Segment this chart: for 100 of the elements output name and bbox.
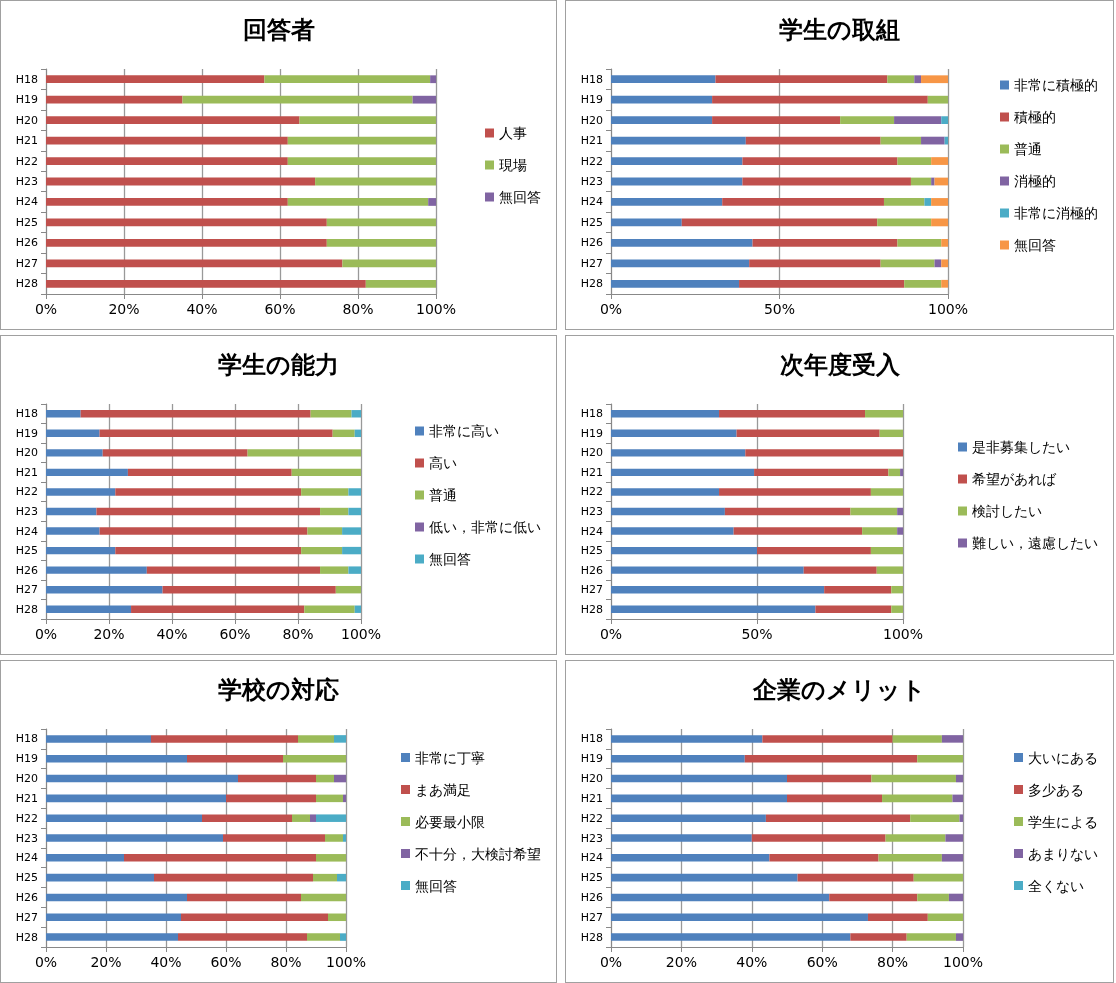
bar — [96, 507, 321, 516]
y-tick-label: H22 — [580, 811, 603, 825]
bar — [348, 488, 361, 496]
y-tick-label: H19 — [15, 752, 38, 766]
x-tick-label: 50% — [763, 301, 796, 317]
y-tick-label: H21 — [580, 134, 603, 148]
bar — [343, 834, 346, 842]
y-tick-label: H26 — [580, 563, 603, 577]
y-tick-label: H28 — [580, 930, 603, 944]
bar — [326, 238, 436, 247]
bar — [722, 198, 884, 206]
y-tick-label: H27 — [15, 583, 38, 597]
y-tick-label: H27 — [580, 256, 603, 270]
bar — [927, 95, 948, 104]
bar — [313, 873, 337, 882]
bar — [334, 774, 346, 783]
bar — [744, 754, 918, 763]
bar — [769, 854, 879, 862]
bar — [301, 546, 343, 555]
y-tick-label: H19 — [15, 426, 38, 440]
bar — [46, 488, 116, 496]
bar — [80, 410, 311, 418]
bar — [287, 157, 436, 165]
legend-label: 検討したい — [972, 503, 1042, 519]
y-tick-label: H18 — [580, 732, 603, 746]
bar — [897, 157, 932, 165]
bar — [892, 735, 942, 743]
x-tick-label: 80% — [282, 626, 314, 642]
bar — [46, 854, 124, 862]
bar — [187, 754, 283, 763]
y-tick-label: H20 — [15, 446, 38, 460]
bar — [941, 279, 948, 288]
x-tick-label: 0% — [34, 626, 58, 642]
x-tick-label: 40% — [150, 954, 182, 970]
x-tick-label: 60% — [210, 954, 242, 970]
x-tick-label: 40% — [156, 626, 188, 642]
x-tick-label: 100% — [340, 626, 382, 642]
bar — [348, 566, 361, 574]
bar — [891, 585, 903, 594]
legend-label: 非常に高い — [429, 423, 499, 439]
x-tick-label: 20% — [665, 954, 697, 970]
bar — [840, 116, 895, 125]
bar — [752, 238, 898, 247]
bar — [611, 893, 830, 902]
y-tick-label: H25 — [580, 544, 603, 558]
bar — [46, 735, 151, 743]
x-tick-label: 0% — [599, 626, 623, 642]
bar — [719, 488, 871, 496]
y-tick-label: H22 — [580, 485, 603, 499]
bar — [611, 527, 734, 535]
legend-label: 全くない — [1028, 877, 1084, 894]
bar — [888, 468, 901, 477]
y-tick-label: H28 — [15, 930, 38, 944]
bar — [815, 605, 892, 613]
bar — [99, 429, 333, 438]
y-tick-label: H19 — [580, 426, 603, 440]
bar — [745, 449, 903, 457]
y-tick-label: H20 — [580, 772, 603, 786]
bar — [931, 157, 948, 165]
bar — [46, 198, 288, 206]
x-tick-label: 0% — [599, 954, 623, 970]
bar — [46, 873, 154, 882]
bar — [736, 429, 880, 438]
bar — [316, 854, 346, 862]
legend-label: 難しい，遠慮したい — [972, 535, 1098, 551]
y-tick-label: H19 — [580, 752, 603, 766]
bar — [867, 913, 928, 922]
bar — [797, 873, 914, 882]
bar — [304, 605, 355, 613]
bar — [162, 585, 336, 594]
bar — [880, 259, 935, 268]
y-tick-label: H25 — [15, 871, 38, 885]
chart-title: 学生の能力 — [218, 351, 339, 379]
bar — [611, 585, 825, 594]
bar — [127, 468, 292, 477]
bar — [931, 218, 948, 227]
x-tick-label: 20% — [90, 954, 122, 970]
bar — [46, 116, 300, 125]
bar — [876, 566, 903, 574]
bar — [681, 218, 878, 227]
bar — [315, 177, 436, 186]
bar — [878, 854, 942, 862]
y-tick-label: H28 — [580, 277, 603, 291]
legend-label: 大いにある — [1028, 749, 1098, 766]
bar — [921, 136, 945, 145]
bar — [310, 814, 316, 822]
bar — [365, 279, 436, 288]
bar — [745, 136, 881, 145]
bar — [906, 933, 956, 941]
bar — [299, 116, 436, 125]
y-tick-label: H24 — [15, 195, 38, 209]
bar — [154, 873, 313, 882]
x-tick-label: 60% — [264, 301, 296, 317]
bar — [850, 933, 907, 941]
bar — [320, 566, 349, 574]
bar — [46, 157, 288, 165]
bar — [945, 834, 963, 842]
bar — [46, 893, 187, 902]
bar — [226, 794, 316, 803]
y-tick-label: H26 — [15, 563, 38, 577]
